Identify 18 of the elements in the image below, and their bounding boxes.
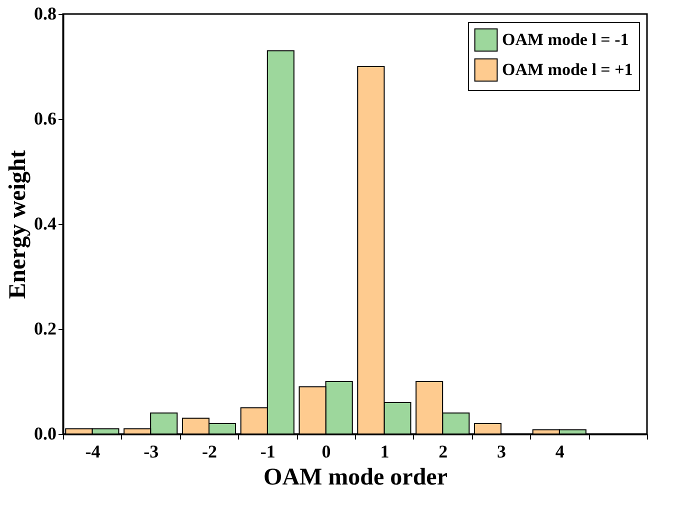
legend-label: OAM mode l = +1 — [502, 60, 633, 79]
y-tick-label: 0.0 — [34, 424, 56, 444]
x-tick-label: 2 — [438, 442, 448, 462]
y-tick-label: 0.4 — [34, 214, 56, 234]
x-tick-label: 4 — [555, 442, 564, 462]
y-axis-title: Energy weight — [5, 150, 31, 299]
x-tick-label: -4 — [85, 442, 100, 462]
x-tick-label: 1 — [380, 442, 390, 462]
y-tick-label: 0.6 — [34, 108, 56, 128]
y-tick-label: 0.2 — [34, 318, 56, 338]
x-tick-label: -1 — [260, 442, 276, 462]
x-tick-label: -2 — [202, 442, 217, 462]
y-tick-label: 0.8 — [34, 4, 56, 24]
x-axis-title: OAM mode order — [264, 464, 448, 490]
legend-label: OAM mode l = -1 — [502, 30, 629, 49]
x-tick-label: -3 — [144, 442, 159, 462]
x-tick-label: 3 — [497, 442, 506, 462]
x-tick-label: 0 — [322, 442, 331, 462]
